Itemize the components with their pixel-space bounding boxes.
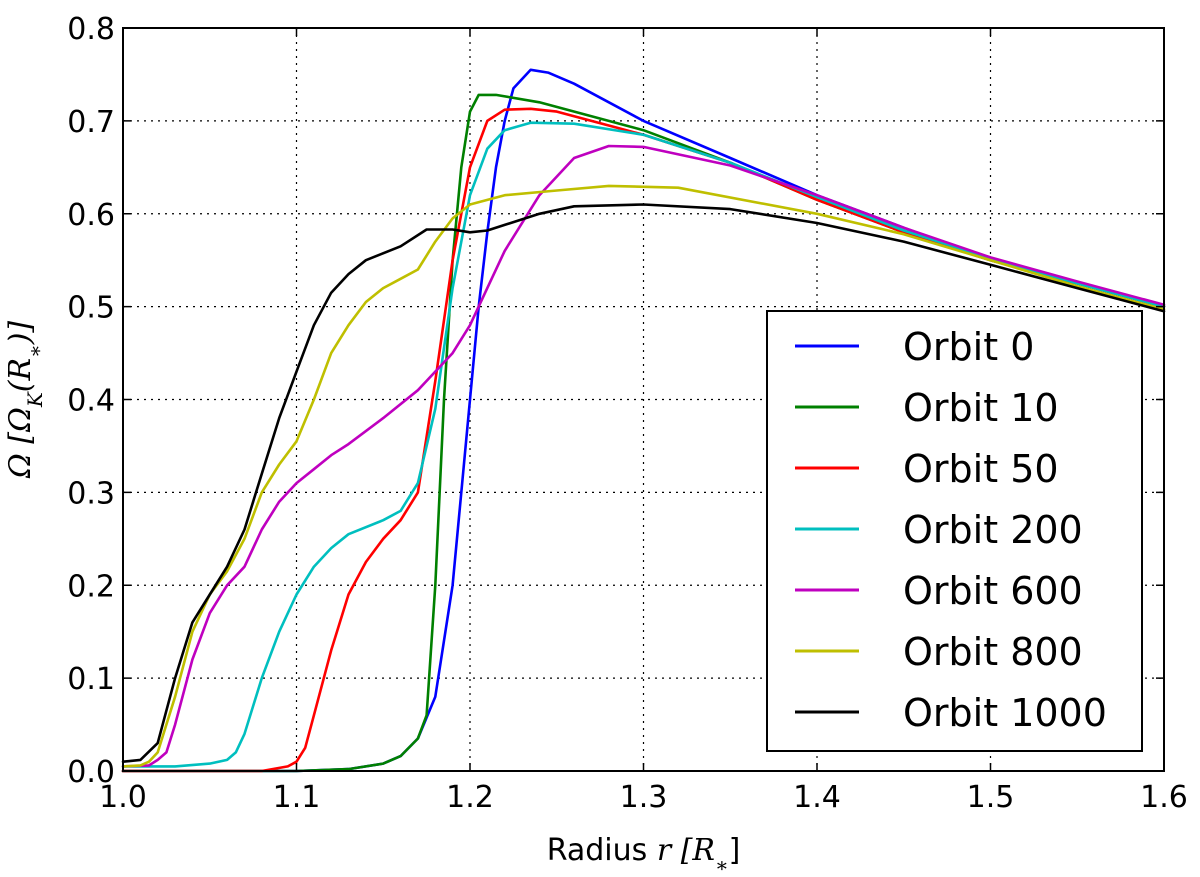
- legend-label: Orbit 600: [903, 569, 1083, 613]
- legend-label: Orbit 10: [903, 386, 1059, 430]
- x-axis-label-text: Radius: [547, 833, 657, 868]
- y-tick-label: 0.1: [67, 662, 115, 697]
- y-axis-label-subscript-k: K: [23, 391, 47, 408]
- legend-box: [766, 310, 1143, 752]
- x-axis-label-subscript: ∗: [715, 853, 729, 877]
- y-axis-label-omega: Ω [Ω: [3, 407, 38, 479]
- series-lines: [121, 68, 1166, 773]
- x-tick-label: 1.4: [793, 780, 841, 815]
- legend-label: Orbit 200: [903, 508, 1083, 552]
- y-tick-label: 0.6: [67, 198, 115, 233]
- x-axis-label: Radius r [R∗]: [547, 833, 741, 877]
- y-tick-label: 0.0: [67, 755, 115, 790]
- series-line-orbit-50: [121, 107, 1166, 773]
- y-tick-label: 0.5: [67, 291, 115, 326]
- y-tick-label: 0.2: [67, 569, 115, 604]
- x-axis-label-math: r [R: [657, 833, 715, 868]
- y-axis-label-rest: (R: [3, 358, 38, 392]
- x-axis-label-close: ]: [729, 833, 741, 868]
- y-axis-label-subscript-star: ∗: [23, 344, 47, 358]
- y-tick-label: 0.7: [67, 105, 115, 140]
- x-tick-label: 1.1: [273, 780, 321, 815]
- legend-label: Orbit 0: [903, 325, 1034, 369]
- y-tick-label: 0.8: [67, 12, 115, 47]
- y-tick-label: 0.3: [67, 476, 115, 511]
- y-tick-label: 0.4: [67, 384, 115, 419]
- y-axis-label-close: )]: [3, 321, 38, 346]
- x-tick-label: 1.0: [99, 780, 147, 815]
- legend-items: Orbit 0 Orbit 10 Orbit 50 Orbit 200 Orbit 60…: [795, 325, 1107, 735]
- x-tick-label: 1.2: [446, 780, 494, 815]
- series-line-orbit-1000: [121, 203, 1166, 763]
- series-line-orbit-600: [121, 144, 1166, 768]
- series-line-orbit-800: [121, 184, 1166, 768]
- x-tick-label: 1.5: [967, 780, 1015, 815]
- x-tick-label: 1.3: [620, 780, 668, 815]
- legend: Orbit 0 Orbit 10 Orbit 50 Orbit 200 Orbit 60…: [766, 310, 1143, 752]
- y-axis-label: Ω [ΩK(R∗)]: [3, 321, 47, 480]
- x-tick-label: 1.6: [1140, 780, 1188, 815]
- legend-label: Orbit 50: [903, 447, 1059, 491]
- legend-label: Orbit 800: [903, 630, 1083, 674]
- legend-label: Orbit 1000: [903, 691, 1107, 735]
- axis-ticks: 1.0 1.1 1.2 1.3 1.4 1.5 1.6 0.0 0.1 0.2 0.3 0.4 0.5 0…: [67, 12, 1188, 815]
